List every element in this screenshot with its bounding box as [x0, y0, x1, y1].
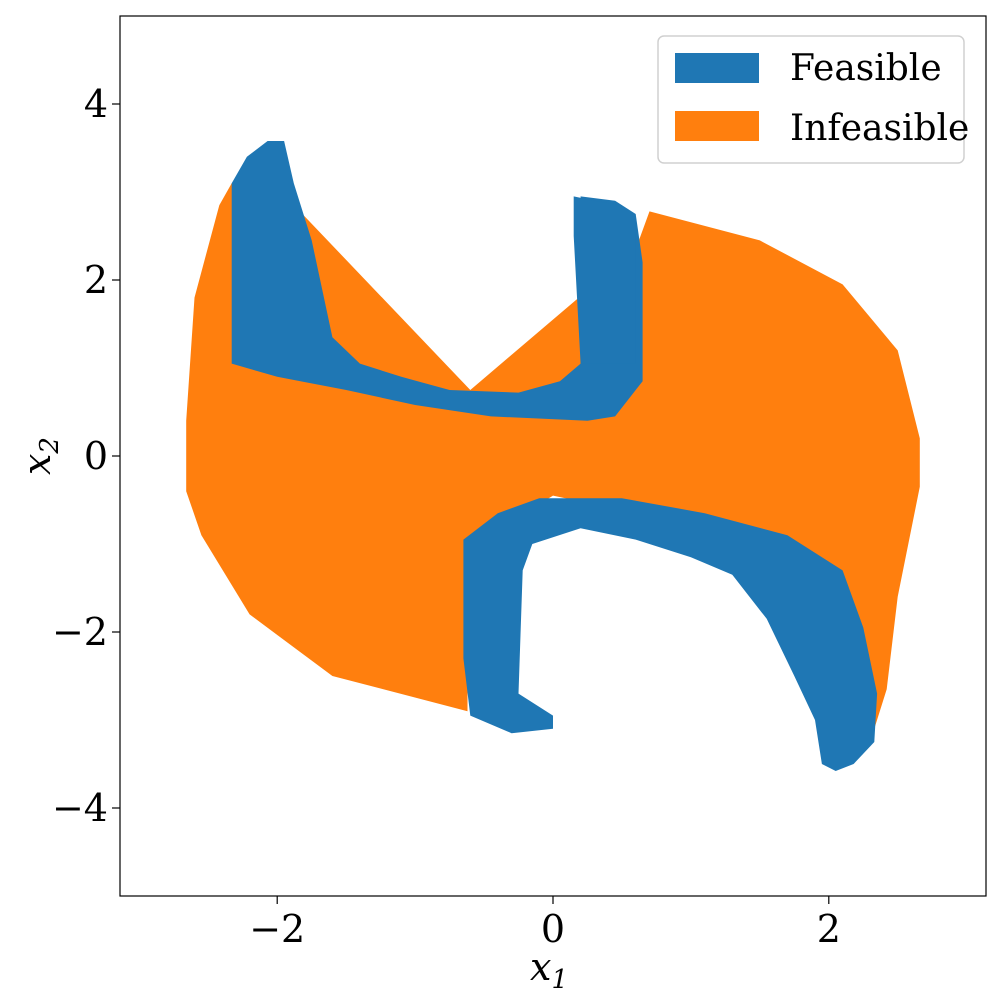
- x-tick-label: −2: [249, 907, 305, 951]
- x-axis: −2 0 2: [249, 896, 841, 951]
- legend-label-feasible: Feasible: [790, 48, 942, 89]
- region-feasible-upper-right: [573, 196, 636, 364]
- region-feasible-lower-left: [463, 498, 878, 771]
- legend-swatch-infeasible: [675, 111, 759, 141]
- region-infeasible: [186, 167, 920, 729]
- x-tick-label: 0: [541, 907, 565, 951]
- x-axis-label: x1: [530, 945, 568, 995]
- plot-regions: [186, 141, 920, 771]
- y-tick-label: 2: [84, 258, 108, 302]
- y-axis: −4 −2 0 2 4: [52, 82, 120, 830]
- legend-label-infeasible: Infeasible: [790, 108, 969, 149]
- region-feasible-upper-left: [231, 141, 643, 421]
- y-tick-label: −2: [52, 610, 108, 654]
- legend: Feasible Infeasible: [657, 35, 969, 164]
- y-tick-label: 4: [84, 82, 108, 126]
- x-tick-label: 2: [817, 907, 841, 951]
- legend-swatch-feasible: [675, 53, 759, 83]
- y-tick-label: 0: [84, 434, 108, 478]
- y-tick-label: −4: [52, 786, 108, 830]
- y-axis-label: x2: [15, 437, 65, 475]
